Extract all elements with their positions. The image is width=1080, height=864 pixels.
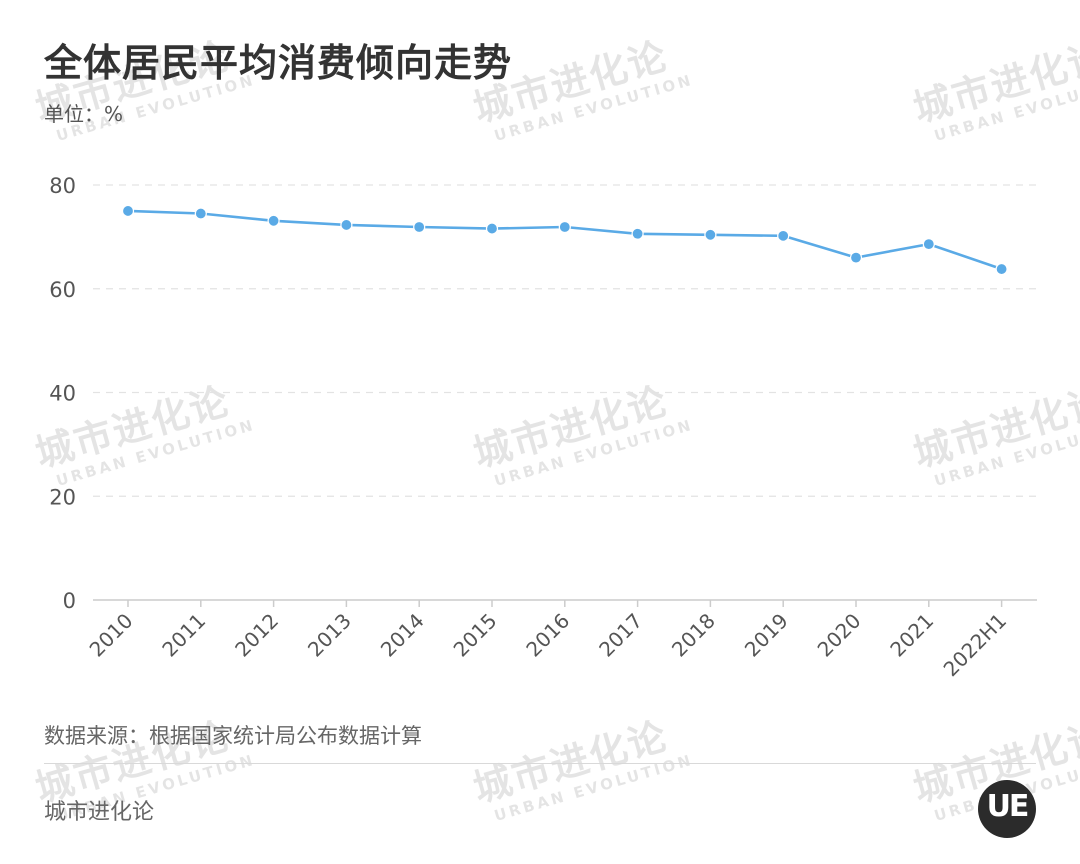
logo-letters: UE: [986, 789, 1030, 824]
data-point: [194, 207, 207, 220]
data-point: [340, 218, 353, 232]
x-tick-label: 2019: [740, 609, 793, 662]
brand-logo: UE: [978, 780, 1036, 838]
x-tick-label: 2021: [885, 609, 938, 662]
data-point: [777, 229, 790, 242]
footer-divider: [44, 763, 1036, 764]
data-point: [922, 238, 935, 251]
data-point: [631, 227, 644, 240]
data-point: [267, 214, 280, 227]
source-note: 数据来源：根据国家统计局公布数据计算: [44, 724, 422, 748]
x-tick-label: 2022H1: [939, 609, 1012, 682]
x-tick-label: 2010: [85, 609, 138, 662]
x-tick-label: 2015: [449, 609, 502, 662]
y-tick-label: 40: [49, 382, 76, 406]
y-tick-label: 80: [49, 174, 76, 198]
y-tick-label: 60: [49, 278, 76, 302]
unit-label: 单位：%: [44, 102, 124, 126]
y-tick-label: 0: [63, 589, 76, 613]
data-point: [849, 251, 863, 264]
x-tick-label: 2018: [667, 609, 720, 662]
x-tick-label: 2011: [157, 609, 210, 662]
x-tick-label: 2014: [376, 609, 429, 662]
x-tick-label: 2013: [303, 609, 356, 662]
x-tick-label: 2016: [521, 609, 574, 662]
data-point: [121, 204, 135, 218]
line-chart: 0 20 40 60 80 2010 2011 2012 2013 2014 2015 2016 201…: [49, 174, 1037, 682]
data-point: [995, 262, 1008, 276]
x-tick-label: 2017: [594, 609, 647, 662]
series-line: [126, 209, 1003, 271]
brand-name: 城市进化论: [44, 800, 155, 825]
x-tick-label: 2020: [813, 609, 866, 662]
chart-title: 全体居民平均消费倾向走势: [44, 41, 513, 85]
x-tick-label: 2012: [230, 609, 283, 662]
data-point: [558, 220, 571, 234]
y-tick-label: 20: [49, 485, 76, 509]
data-point: [485, 222, 499, 235]
data-point: [413, 220, 426, 234]
data-point: [704, 228, 717, 241]
watermark-en: URBAN EVOLUTION: [492, 750, 696, 825]
